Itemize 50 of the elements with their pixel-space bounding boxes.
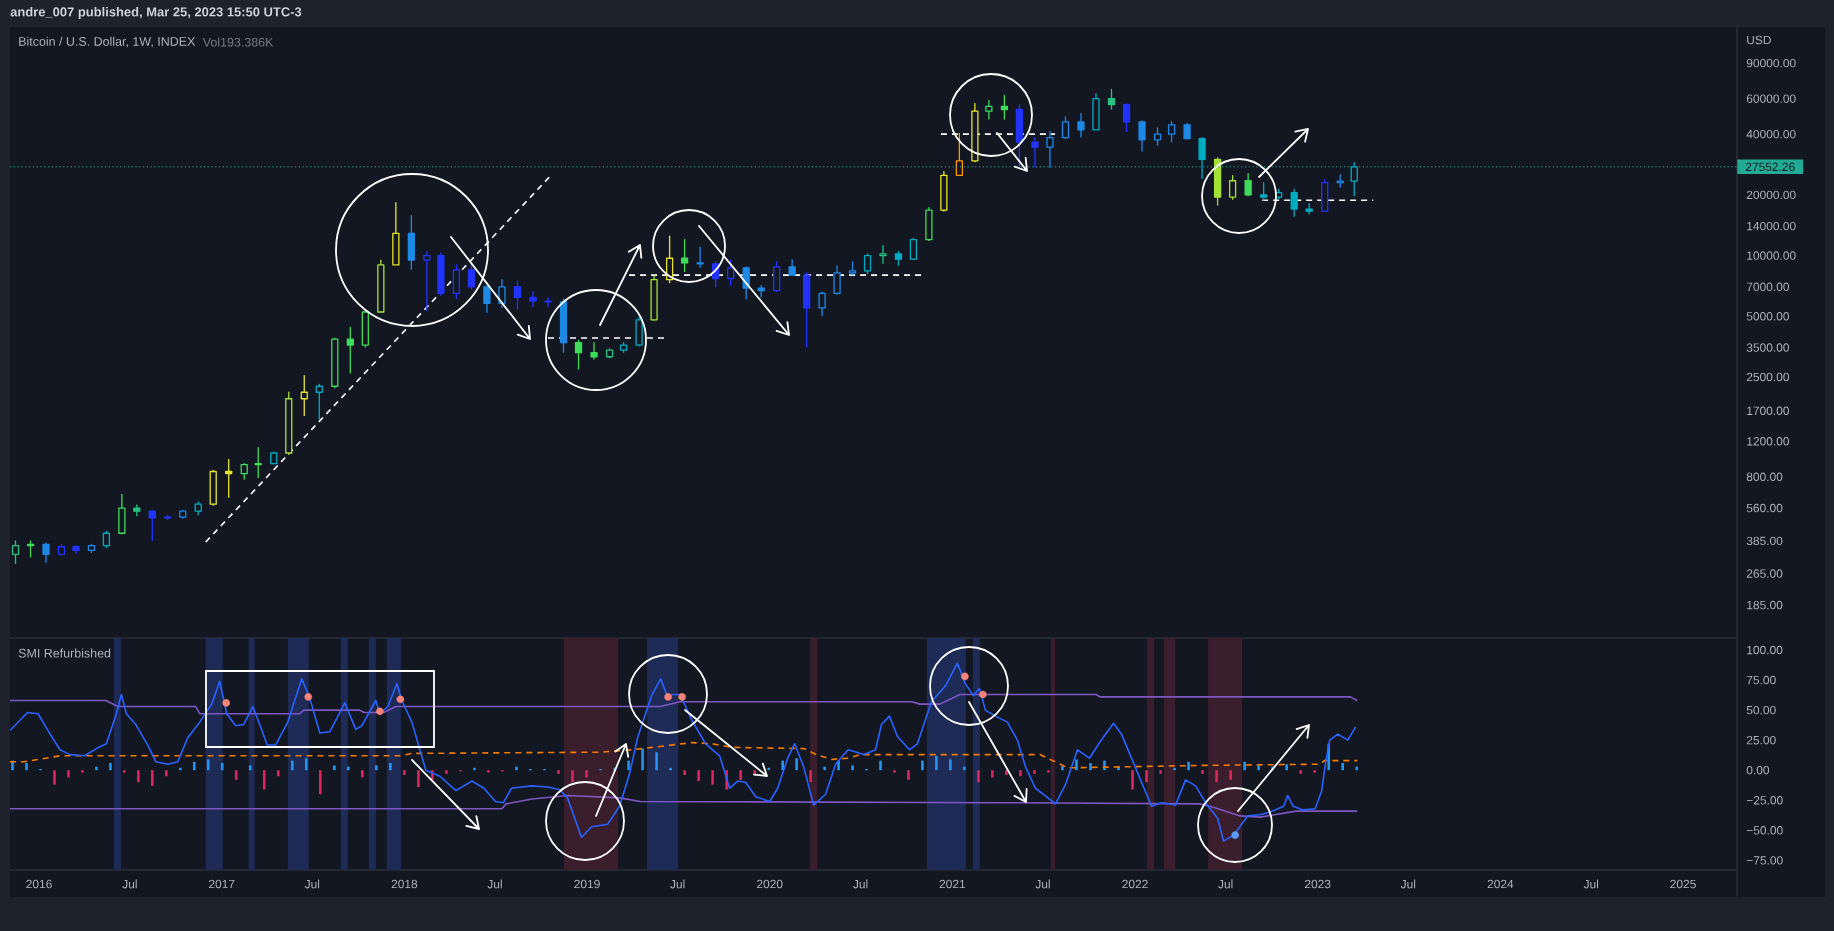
x-tick-label: Jul: [1583, 879, 1599, 889]
x-tick-label: Jul: [487, 879, 502, 889]
x-tick-label: Jul: [304, 879, 320, 889]
text: SMI Refurbished: [18, 648, 111, 658]
y-tick-label: 800.00: [1746, 472, 1783, 482]
y-tick-label: 25.00: [1746, 735, 1776, 745]
x-tick-label: 2018: [391, 879, 418, 889]
y-tick-label: 100.00: [1747, 645, 1783, 655]
x-tick-label: 2017: [208, 879, 235, 889]
y-tick-label: 0.00: [1746, 766, 1770, 775]
y-tick-label: 10000.00: [1747, 251, 1796, 260]
x-tick-label: Jul: [1400, 879, 1416, 889]
y-tick-label: −25.00: [1746, 796, 1783, 805]
ref-line-label: 27552.26: [1745, 162, 1795, 172]
x-tick-label: Jul: [853, 879, 868, 889]
y-tick-label: −75.00: [1746, 856, 1783, 865]
y-tick-label: 3500.00: [1746, 343, 1790, 352]
x-tick-label: 2020: [756, 879, 783, 889]
x-tick-label: Jul: [122, 879, 137, 889]
y-tick-label: 20000.00: [1746, 190, 1796, 200]
y-tick-label: 7000.00: [1746, 282, 1790, 292]
x-tick-label: 2024: [1487, 879, 1514, 889]
x-tick-label: Jul: [1218, 879, 1233, 889]
x-tick-label: 2023: [1304, 879, 1331, 889]
y-tick-label: −50.00: [1746, 826, 1783, 835]
y-axis-title: USD: [1747, 35, 1771, 45]
text: andre_007 published, Mar 25, 2023 15:50 UTC-3: [10, 6, 302, 20]
y-tick-label: 2500.00: [1746, 372, 1790, 382]
y-tick-label: 560.00: [1746, 503, 1783, 513]
x-tick-label: 2022: [1122, 879, 1148, 889]
y-tick-label: 60000.00: [1746, 94, 1796, 103]
y-tick-label: 40000.00: [1746, 129, 1796, 139]
x-tick-label: 2021: [939, 879, 966, 889]
y-tick-label: 14000.00: [1747, 221, 1796, 231]
x-tick-label: 2025: [1670, 879, 1696, 889]
x-tick-label: 2016: [26, 879, 52, 889]
y-tick-label: 75.00: [1746, 675, 1776, 685]
y-tick-label: 265.00: [1746, 569, 1783, 578]
x-tick-label: Jul: [670, 879, 685, 889]
y-tick-label: 1200.00: [1747, 437, 1790, 446]
y-tick-label: 185.00: [1747, 600, 1783, 610]
y-tick-label: 90000.00: [1746, 58, 1796, 68]
y-tick-label: 5000.00: [1746, 312, 1790, 321]
y-tick-label: 1700.00: [1747, 406, 1790, 416]
annotation: Vol193.386K: [202, 37, 274, 47]
text: Bitcoin / U.S. Dollar, 1W, INDEX: [19, 36, 196, 48]
y-tick-label: 385.00: [1746, 536, 1783, 546]
x-tick-label: Jul: [1035, 879, 1050, 889]
x-tick-label: 2019: [574, 879, 600, 889]
y-tick-label: 50.00: [1746, 705, 1776, 715]
